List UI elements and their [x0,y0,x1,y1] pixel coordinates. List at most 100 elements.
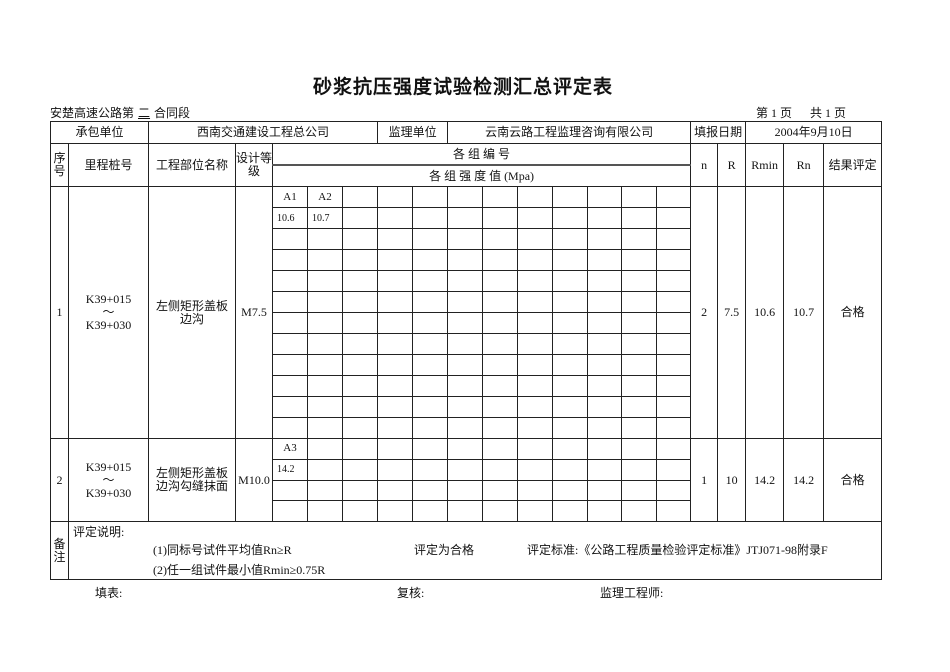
strength-cell [342,291,379,313]
strength-cell [482,479,519,502]
station-station-to: K39+030 [85,485,132,500]
page-indicator: 第 1 页 共 1 页 [756,104,852,121]
strength-cell [272,291,309,313]
table-row [51,228,882,250]
strength-cell [587,207,623,229]
strength-cell [656,312,692,334]
group-id-cell [412,186,449,208]
strength-cell [621,228,658,250]
strength-cell [621,375,658,397]
strength-cell [272,270,309,292]
strength-cell [517,249,554,271]
strength-cell [342,396,379,418]
remarks-content: 评定说明: (1)同标号试件平均值Rn≥R (2)任一组试件最小值Rmin≥0.75… [67,521,883,580]
n-cell: 1 [690,438,719,522]
strength-cell [482,228,519,250]
strength-cell [482,291,519,313]
group-id-cell: A3 [272,438,309,460]
strength-cell [377,396,414,418]
strength-cell [377,270,414,292]
strength-cell [307,291,344,313]
strength-cell [272,333,309,355]
strength-cell [517,228,554,250]
strength-cell [517,312,554,334]
strength-cell [517,417,554,439]
project-suffix: 合同段 [154,106,191,120]
strength-cell [307,249,344,271]
result-cell: 合格 [823,438,883,522]
strength-cell [447,479,484,502]
strength-cell [377,354,414,376]
table-row [51,396,882,418]
strength-cell [621,458,658,481]
strength-cell [307,228,344,250]
header-part: 工程部位名称 [148,143,237,187]
group-id-cell [587,438,623,460]
strength-cell [552,500,589,522]
strength-cell [517,396,554,418]
result-cell: 合格 [823,186,883,439]
strength-cell [377,333,414,355]
strength-cell [307,270,344,292]
part-cell: 左侧矩形盖板边沟 [148,186,237,439]
strength-cell [412,291,449,313]
seq-cell: 1 [50,186,69,439]
group-id-cell [656,438,692,460]
strength-cell [482,333,519,355]
strength-cell [656,270,692,292]
strength-cell [412,249,449,271]
group-id-cell [447,438,484,460]
group-id-cell [621,186,658,208]
strength-cell [517,500,554,522]
strength-cell [482,458,519,481]
r-cell: 7.5 [717,186,747,439]
standard: 评定标准:《公路工程质量检验评定标准》JTJ071-98附录F [527,543,828,557]
header-result: 结果评定 [823,143,883,187]
group-id-cell: A1 [272,186,309,208]
strength-cell [447,417,484,439]
strength-cell [552,458,589,481]
strength-cell [587,375,623,397]
remarks-label: 备注 [50,521,69,580]
strength-cell [552,396,589,418]
header-Rn: Rn [783,143,825,187]
strength-cell [517,333,554,355]
table-row: 14.2 [51,458,882,481]
strength-cell: 10.6 [272,207,309,229]
strength-cell [482,270,519,292]
strength-cell [552,249,589,271]
strength-cell [517,458,554,481]
strength-cell [342,500,379,522]
strength-cell [377,207,414,229]
table-row: 10.6 10.7 [51,207,882,229]
group-id-cell [656,186,692,208]
table-row [51,479,882,502]
strength-cell [587,312,623,334]
strength-cell [656,500,692,522]
table-row [51,249,882,271]
header-station: 里程桩号 [67,143,150,187]
strength-cell [656,228,692,250]
strength-cell [517,207,554,229]
summary-table: 承包单位 西南交通建设工程总公司 监理单位 云南云路工程监理咨询有限公司 填报日… [49,121,883,580]
rule-1: (1)同标号试件平均值Rn≥R [153,543,292,557]
n-cell: 2 [690,186,719,439]
strength-cell [272,396,309,418]
header-row: 序号 里程桩号 工程部位名称 设计等级 各 组 编 号 n R Rmin Rn … [50,143,883,187]
strength-cell [412,417,449,439]
strength-cell [272,249,309,271]
group-id-cell [621,438,658,460]
header-R: R [717,143,747,187]
strength-cell [377,500,414,522]
strength-cell [447,354,484,376]
strength-cell [656,458,692,481]
strength-cell [656,396,692,418]
strength-cell [447,270,484,292]
group-id-cell [307,438,344,460]
strength-cell [447,500,484,522]
group-id-cell: A2 [307,186,344,208]
strength-cell [587,500,623,522]
strength-cell [621,500,658,522]
strength-cell [342,333,379,355]
contractor-label: 承包单位 [49,121,150,144]
